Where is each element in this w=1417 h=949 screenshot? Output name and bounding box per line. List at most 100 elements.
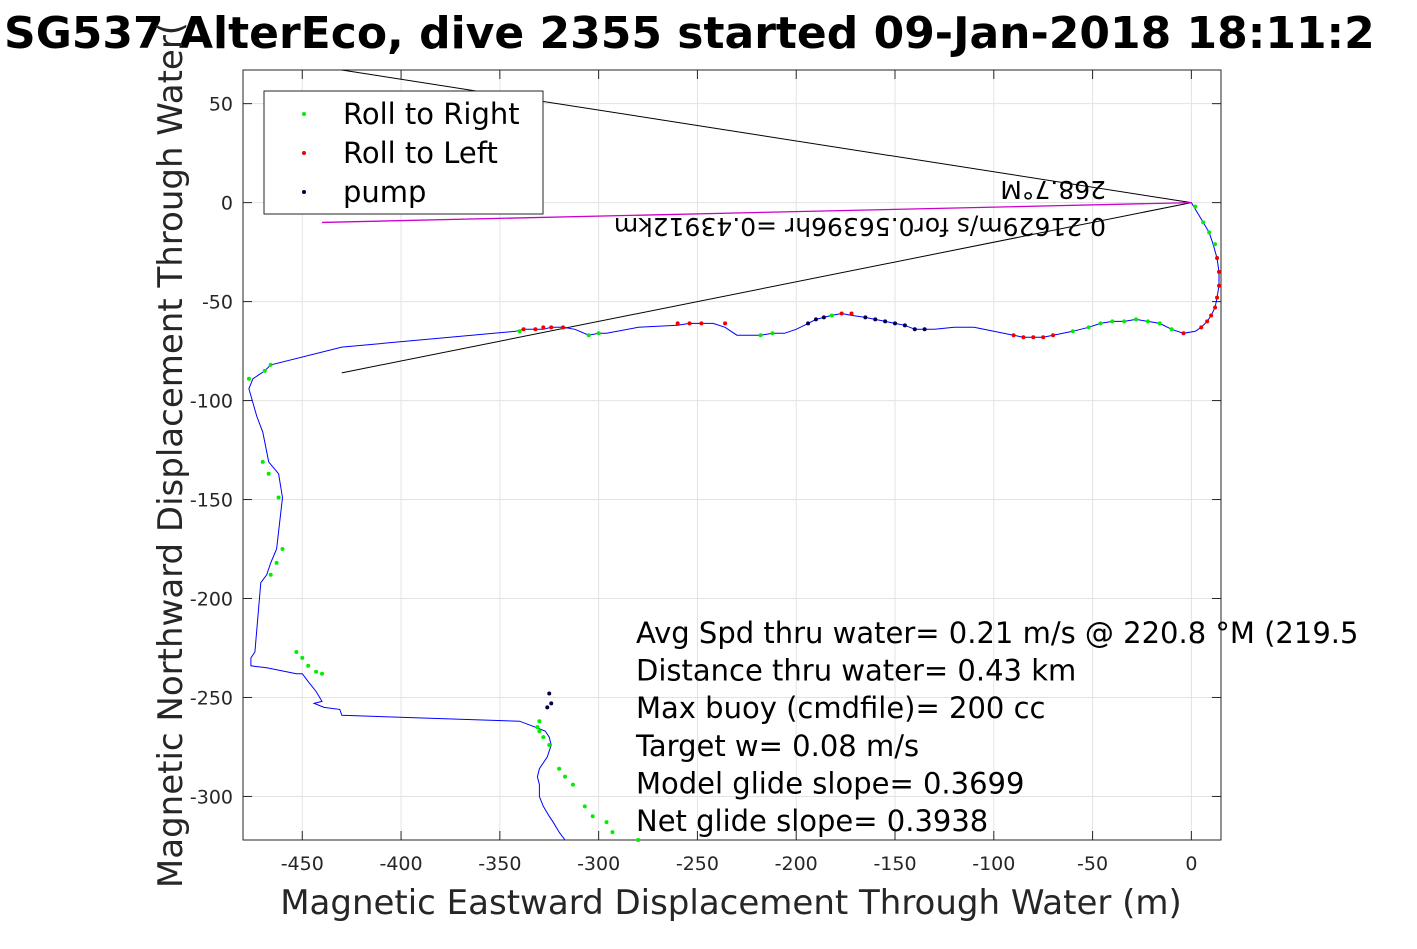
x-tick-label: -350 (478, 853, 521, 875)
plot-area (242, 69, 1222, 841)
heading-label: 268.7°M (1000, 175, 1106, 204)
stat-line: Model glide slope= 0.3699 (636, 766, 1024, 800)
roll-right-point (541, 735, 546, 740)
roll-right-point (1070, 329, 1075, 334)
pump-point (873, 317, 878, 322)
y-tick-label: -50 (202, 292, 233, 314)
stat-line: Max buoy (cmdfile)= 200 cc (636, 691, 1045, 725)
roll-left-point (675, 321, 680, 326)
roll-right-point (590, 814, 595, 819)
roll-left-point (1217, 269, 1222, 274)
roll-left-point (533, 327, 538, 332)
roll-left-point (1181, 331, 1186, 336)
roll-left-point (1011, 333, 1016, 338)
pump-points (545, 315, 927, 710)
roll-left-point (1209, 313, 1214, 318)
roll-left-point (1205, 319, 1210, 324)
roll-left-point (839, 311, 844, 316)
y-tick-label: 0 (221, 193, 233, 215)
roll-right-point (517, 329, 522, 334)
pump-point (549, 701, 554, 706)
x-tick-label: -50 (1077, 853, 1108, 875)
roll-right-point (266, 471, 271, 476)
roll-right-point (1098, 321, 1103, 326)
roll-right-point (1207, 230, 1212, 235)
roll-left-point (1217, 283, 1222, 288)
y-axis-label: Magnetic Northward Displacement Through … (151, 22, 191, 888)
legend-marker (302, 112, 306, 116)
pump-point (547, 691, 552, 696)
roll-left-point (1021, 335, 1026, 340)
stat-line: Distance thru water= 0.43 km (636, 654, 1076, 688)
y-tick-label: -150 (190, 490, 233, 512)
roll-right-point (535, 725, 540, 730)
magenta-heading-line (322, 201, 1192, 224)
y-tick-label: -300 (190, 786, 233, 808)
roll-right-point (300, 655, 305, 660)
x-axis-label: Magnetic Eastward Displacement Through W… (280, 883, 1182, 923)
x-tick-label: -100 (972, 853, 1015, 875)
pump-point (545, 705, 550, 710)
y-tick-label: 50 (209, 94, 233, 116)
roll-right-point (596, 331, 601, 336)
roll-left-point (561, 325, 566, 330)
stat-line: Target w= 0.08 m/s (635, 729, 919, 763)
pump-point (821, 315, 826, 320)
legend-label: pump (343, 175, 426, 209)
pump-point (813, 317, 818, 322)
speed-label: 0.21629m/s for0.56396hr =0.43912km (614, 212, 1106, 241)
pump-point (806, 321, 811, 326)
roll-right-point (582, 804, 587, 809)
roll-right-point (537, 729, 542, 734)
roll-right-point (547, 742, 552, 747)
roll-right-point (1110, 319, 1115, 324)
roll-left-point (1213, 305, 1218, 310)
pump-point (912, 327, 917, 332)
legend: Roll to Right Roll to Left pump (263, 90, 544, 215)
roll-right-point (274, 560, 279, 565)
roll-right-point (276, 495, 281, 500)
roll-right-point (246, 376, 251, 381)
roll-right-point (586, 333, 591, 338)
roll-right-point (1134, 317, 1139, 322)
roll-right-point (1169, 327, 1174, 332)
roll-right-point (262, 368, 267, 373)
roll-left-point (1041, 335, 1046, 340)
roll-right-point (636, 838, 641, 842)
lower-heading-line (341, 202, 1192, 374)
roll-left-point (1051, 333, 1056, 338)
pump-point (863, 315, 868, 320)
pump-point (893, 321, 897, 326)
x-tick-label: -400 (379, 853, 422, 875)
stats-block: Avg Spd thru water= 0.21 m/s @ 220.8 °M … (635, 616, 1358, 838)
x-tick-label: -450 (281, 853, 324, 875)
roll-right-points (246, 204, 1218, 842)
roll-left-point (549, 325, 554, 330)
roll-right-point (563, 774, 568, 779)
roll-right-point (268, 572, 273, 577)
roll-right-point (610, 830, 615, 835)
roll-right-point (557, 766, 562, 771)
x-tick-label: -250 (676, 853, 719, 875)
roll-right-point (1213, 242, 1218, 247)
roll-right-point (306, 663, 311, 668)
roll-right-point (1122, 319, 1127, 324)
roll-right-point (268, 362, 273, 367)
roll-left-point (687, 321, 692, 326)
pump-point (922, 327, 927, 332)
pump-point (883, 319, 888, 324)
roll-right-point (758, 333, 763, 338)
roll-right-point (320, 671, 325, 676)
roll-right-point (604, 820, 609, 825)
roll-right-point (1201, 220, 1206, 225)
stat-line: Avg Spd thru water= 0.21 m/s @ 220.8 °M … (636, 616, 1358, 650)
roll-left-point (849, 311, 854, 316)
y-axis-ticks: -300 -250 -200 -150 -100 -50 0 50 (190, 94, 1221, 808)
x-tick-label: -150 (873, 853, 916, 875)
legend-box (263, 90, 544, 215)
stat-line: Net glide slope= 0.3938 (636, 804, 988, 838)
roll-left-point (1031, 335, 1036, 340)
y-tick-label: -200 (190, 589, 233, 611)
